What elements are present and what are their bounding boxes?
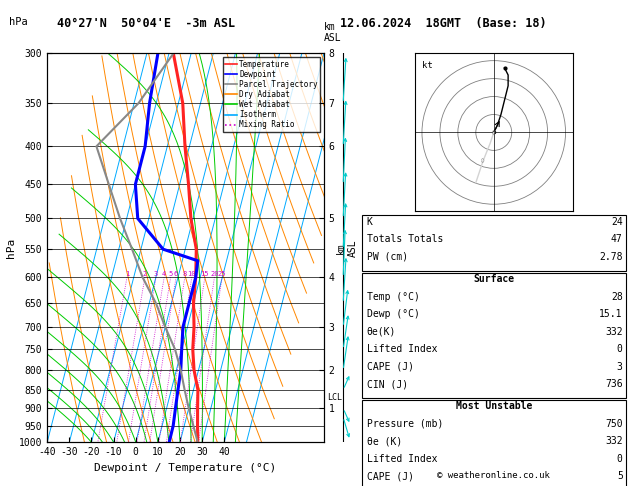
Text: θe(K): θe(K) [367, 327, 396, 337]
Y-axis label: hPa: hPa [6, 238, 16, 258]
Y-axis label: km
ASL: km ASL [336, 239, 358, 257]
Text: 25: 25 [218, 271, 226, 278]
Text: 2.78: 2.78 [599, 252, 623, 262]
Text: CAPE (J): CAPE (J) [367, 471, 414, 482]
Text: 332: 332 [605, 436, 623, 447]
Text: 12.06.2024  18GMT  (Base: 18): 12.06.2024 18GMT (Base: 18) [340, 17, 546, 30]
Text: CIN (J): CIN (J) [367, 379, 408, 389]
Text: hPa: hPa [9, 17, 28, 27]
X-axis label: Dewpoint / Temperature (°C): Dewpoint / Temperature (°C) [94, 463, 277, 473]
Text: kt: kt [422, 61, 433, 69]
Text: 5: 5 [169, 271, 173, 278]
Text: Lifted Index: Lifted Index [367, 344, 437, 354]
Legend: Temperature, Dewpoint, Parcel Trajectory, Dry Adiabat, Wet Adiabat, Isotherm, Mi: Temperature, Dewpoint, Parcel Trajectory… [223, 57, 320, 132]
Text: 40°27'N  50°04'E  -3m ASL: 40°27'N 50°04'E -3m ASL [57, 17, 235, 30]
Text: Lifted Index: Lifted Index [367, 454, 437, 464]
Text: 28: 28 [611, 292, 623, 302]
Text: 2: 2 [143, 271, 147, 278]
Text: 0: 0 [617, 454, 623, 464]
Text: Dewp (°C): Dewp (°C) [367, 309, 420, 319]
Text: LCL: LCL [326, 393, 342, 402]
Text: Pressure (mb): Pressure (mb) [367, 419, 443, 429]
Text: 24: 24 [611, 217, 623, 227]
Text: Surface: Surface [473, 274, 515, 284]
Text: 47: 47 [611, 234, 623, 244]
Text: 3: 3 [154, 271, 158, 278]
Text: θe (K): θe (K) [367, 436, 402, 447]
Text: 1: 1 [125, 271, 129, 278]
Text: 750: 750 [605, 419, 623, 429]
Text: km
ASL: km ASL [324, 22, 342, 43]
Text: 736: 736 [605, 379, 623, 389]
Text: 332: 332 [605, 327, 623, 337]
Text: K: K [367, 217, 372, 227]
Text: CAPE (J): CAPE (J) [367, 362, 414, 372]
Text: 15: 15 [201, 271, 209, 278]
Text: 0: 0 [617, 344, 623, 354]
Text: PW (cm): PW (cm) [367, 252, 408, 262]
Text: 8: 8 [182, 271, 187, 278]
Text: 6: 6 [174, 271, 178, 278]
Text: 3: 3 [617, 362, 623, 372]
Text: 15.1: 15.1 [599, 309, 623, 319]
Text: ○: ○ [492, 130, 496, 135]
Text: © weatheronline.co.uk: © weatheronline.co.uk [437, 471, 550, 480]
Text: ○: ○ [481, 158, 484, 164]
Text: Temp (°C): Temp (°C) [367, 292, 420, 302]
Text: 20: 20 [210, 271, 219, 278]
Text: 10: 10 [187, 271, 196, 278]
Text: 4: 4 [162, 271, 166, 278]
Text: 5: 5 [617, 471, 623, 482]
Text: Totals Totals: Totals Totals [367, 234, 443, 244]
Text: Most Unstable: Most Unstable [455, 401, 532, 412]
